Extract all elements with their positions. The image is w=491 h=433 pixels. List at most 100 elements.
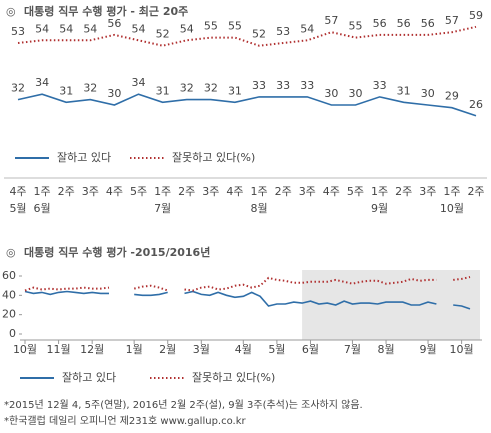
x-tick-label: 3주 [419,185,436,198]
y-tick-label: 20 [2,308,16,321]
data-label: 30 [348,87,362,100]
data-label: 26 [469,98,483,111]
x-tick-label: 7월 [344,343,361,356]
x-tick-label: 2주 [275,185,292,198]
x-month-label: 10월 [440,202,464,215]
x-tick-label: 2주 [395,185,412,198]
x-tick-label: 10월 [13,343,37,356]
series-line [453,304,471,310]
data-label: 33 [276,79,290,92]
data-label: 55 [228,20,242,33]
x-tick-label: 3주 [299,185,316,198]
data-label: 30 [107,87,121,100]
data-label: 52 [252,28,266,41]
x-tick-label: 8월 [377,343,394,356]
data-label: 34 [132,76,146,89]
series-line [17,25,477,47]
x-tick-label: 4월 [235,343,252,356]
data-label: 31 [228,84,242,97]
data-label: 32 [11,82,25,95]
data-label: 55 [204,20,218,33]
data-label: 54 [132,22,146,35]
data-label: 56 [107,17,121,30]
x-tick-label: 11월 [47,343,71,356]
x-tick-label: 1월 [126,343,143,356]
title-marker: ◎ [6,5,16,18]
footnote: *2015년 12월 4, 5주(연말), 2016년 2월 2주(설), 9월… [4,398,363,411]
x-month-label: 8월 [250,202,267,215]
x-tick-label: 4주 [106,185,123,198]
data-label: 33 [252,79,266,92]
data-label: 54 [59,22,73,35]
series-line [17,93,477,117]
data-label: 29 [445,90,459,103]
y-tick-label: 40 [2,288,16,301]
series-line [184,290,437,307]
data-label: 33 [373,79,387,92]
data-label: 56 [373,17,387,30]
data-label: 53 [276,25,290,38]
x-tick-label: 6월 [302,343,319,356]
x-tick-label: 1주 [250,185,267,198]
data-label: 31 [59,84,73,97]
x-month-label: 9월 [371,202,388,215]
x-month-label: 6월 [34,202,51,215]
data-label: 53 [11,25,25,38]
x-tick-label: 1주 [371,185,388,198]
x-tick-label: 5주 [347,185,364,198]
series-line [453,276,471,281]
y-tick-label: 0 [9,327,16,340]
data-label: 56 [397,17,411,30]
x-tick-label: 5월 [268,343,285,356]
data-label: 57 [445,14,459,27]
data-label: 54 [35,22,49,35]
data-label: 57 [324,14,338,27]
x-tick-label: 9월 [419,343,436,356]
y-tick-label: 60 [2,269,16,282]
x-tick-label: 4주 [9,185,26,198]
x-tick-label: 1주 [443,185,460,198]
data-label: 54 [83,22,97,35]
data-label: 54 [180,22,194,35]
x-month-label: 5월 [9,202,26,215]
x-tick-label: 2주 [178,185,195,198]
legend-label: 잘하고 있다 [57,150,111,164]
data-label: 54 [300,22,314,35]
chart-title: 대통령 직무 수행 평가 - 최근 20주 [24,4,188,18]
x-tick-label: 3월 [193,343,210,356]
data-label: 55 [348,20,362,33]
legend-label: 잘못하고 있다(%) [192,370,275,384]
data-label: 32 [180,82,194,95]
series-line [133,284,169,292]
x-tick-label: 2주 [467,185,484,198]
x-tick-label: 1주 [34,185,51,198]
data-label: 32 [83,82,97,95]
data-label: 30 [324,87,338,100]
title-marker: ◎ [6,246,16,259]
data-label: 32 [204,82,218,95]
x-tick-label: 5주 [130,185,147,198]
x-tick-label: 12월 [80,343,104,356]
x-tick-label: 2월 [159,343,176,356]
x-tick-label: 4주 [323,185,340,198]
data-label: 52 [156,28,170,41]
data-label: 56 [421,17,435,30]
x-tick-label: 1주 [154,185,171,198]
footnote: *한국갤럽 데일리 오피니언 제231호 www.gallup.co.kr [4,415,247,427]
x-month-label: 7월 [154,202,171,215]
legend-label: 잘하고 있다 [62,370,116,384]
data-label: 59 [469,9,483,22]
data-label: 33 [300,79,314,92]
chart-title: 대통령 직무 수행 평가 -2015/2016년 [24,245,210,259]
x-tick-label: 3주 [202,185,219,198]
x-tick-label: 3주 [82,185,99,198]
series-line [24,286,110,292]
series-line [24,290,109,296]
legend-label: 잘못하고 있다(%) [172,150,255,164]
x-tick-label: 4주 [226,185,243,198]
x-tick-label: 10월 [450,343,474,356]
series-line [184,276,437,292]
x-tick-label: 2주 [58,185,75,198]
data-label: 31 [397,84,411,97]
